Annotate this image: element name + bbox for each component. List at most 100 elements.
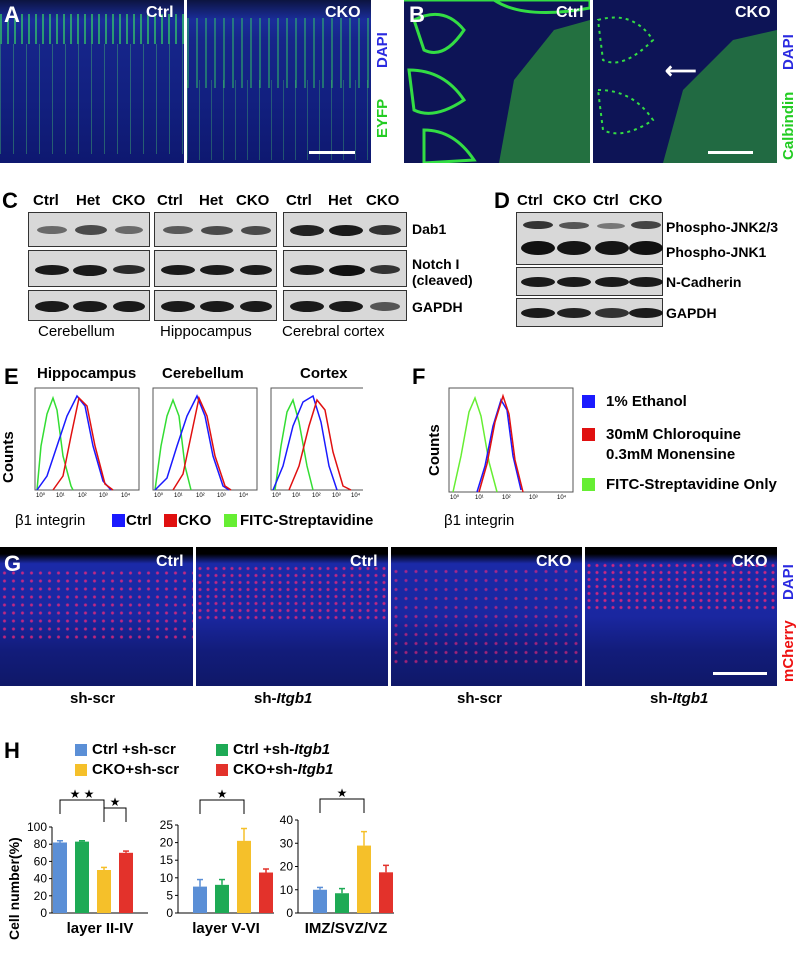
scale-bar xyxy=(309,151,355,154)
lane-label: CKO xyxy=(236,192,270,209)
bar xyxy=(237,840,251,913)
y-tick-label: 100 xyxy=(27,820,47,834)
legend-fitc: FITC-Streptavidine xyxy=(240,512,374,529)
lane-label: CKO xyxy=(553,192,587,209)
svg-text:10³: 10³ xyxy=(217,493,226,498)
legend-swatch-chloroquine xyxy=(582,428,595,441)
legend-swatch-ethanol xyxy=(582,395,595,408)
panel-b-cko-image: ⟵ xyxy=(593,0,777,163)
svg-text:10⁴: 10⁴ xyxy=(557,494,567,501)
row-label-gapdh-d: GAPDH xyxy=(666,305,717,321)
significance-bracket xyxy=(103,807,127,822)
legend-swatch-c xyxy=(75,764,87,776)
svg-text:10²: 10² xyxy=(502,495,511,501)
blot-gapdh-cortex xyxy=(283,290,407,321)
hist-title: Cerebellum xyxy=(162,365,244,382)
panel-h-letter: H xyxy=(4,738,20,763)
legend-fitc-only: FITC-Streptavidine Only xyxy=(606,476,777,493)
row-label-dab1: Dab1 xyxy=(412,221,447,237)
group-label-cortex: Cerebral cortex xyxy=(282,323,385,340)
row-label-ncadherin: N-Cadherin xyxy=(666,274,742,290)
significance-star: ★ xyxy=(217,787,228,801)
legend-c: CKO+sh-scr xyxy=(92,761,180,778)
panel-g-label-4: CKO xyxy=(732,553,768,570)
panel-g-image-3 xyxy=(391,547,582,686)
y-tick-label: 60 xyxy=(34,854,48,868)
svg-text:10⁰: 10⁰ xyxy=(272,492,282,498)
caption-sh-scr-2: sh-scr xyxy=(457,690,503,707)
y-tick-label: 10 xyxy=(280,883,294,897)
panel-c-letter: C xyxy=(2,188,18,213)
caption-sh-itgb1-2: sh-Itgb1 xyxy=(650,690,709,707)
y-tick-label: 20 xyxy=(34,889,48,903)
legend-cko: CKO xyxy=(178,512,212,529)
significance-bracket xyxy=(319,798,365,813)
significance-star: ★ ★ xyxy=(70,787,95,801)
blot-gapdh-d xyxy=(516,298,663,327)
blot-notch-cerebellum xyxy=(28,250,150,287)
lane-label: CKO xyxy=(112,192,146,209)
y-tick-label: 40 xyxy=(280,813,294,827)
panel-g-label-1: Ctrl xyxy=(156,553,184,570)
caption-sh-itgb1-1: sh-Itgb1 xyxy=(254,690,313,707)
lane-label: Ctrl xyxy=(286,192,312,209)
y-tick-label: 25 xyxy=(160,818,174,832)
bar xyxy=(215,884,229,913)
significance-bracket xyxy=(59,799,105,814)
panel-b-left-label: Ctrl xyxy=(556,4,584,21)
svg-text:10⁰: 10⁰ xyxy=(36,492,46,498)
svg-text:10³: 10³ xyxy=(529,495,538,501)
lane-label: Ctrl xyxy=(593,192,619,209)
svg-text:10⁴: 10⁴ xyxy=(239,492,249,498)
hist-cortex: 10⁰ 10¹ 10² 10³ 10⁴ xyxy=(270,387,363,498)
blot-dab1-cerebellum xyxy=(28,212,150,247)
group-label-cerebellum: Cerebellum xyxy=(38,323,115,340)
bar xyxy=(259,872,273,913)
panel-a-right-label: CKO xyxy=(325,4,361,21)
bar xyxy=(193,886,207,913)
row-label-gapdh: GAPDH xyxy=(412,299,463,315)
blot-dab1-cortex xyxy=(283,212,407,247)
svg-text:10³: 10³ xyxy=(332,493,341,498)
y-tick-label: 0 xyxy=(286,906,293,920)
bar xyxy=(357,845,371,913)
legend-swatch-a xyxy=(75,744,87,756)
y-tick-label: 30 xyxy=(280,836,294,850)
panel-g-image-2 xyxy=(196,547,388,686)
lane-label: Ctrl xyxy=(517,192,543,209)
bar xyxy=(119,852,133,913)
flow-histograms-e: 10⁰ 10¹ 10² 10³ 10⁴ 10⁰ 10¹ 10² 10³ 10⁴ 10⁰ 10¹ 10… xyxy=(34,387,363,498)
panel-a-letter: A xyxy=(4,2,20,27)
hist-title: Cortex xyxy=(300,365,348,382)
row-label-notch: Notch I xyxy=(412,256,460,272)
svg-text:10⁰: 10⁰ xyxy=(154,492,164,498)
svg-text:10⁴: 10⁴ xyxy=(121,492,131,498)
panel-a-ctrl-image xyxy=(0,0,184,163)
panel-g-image-4 xyxy=(585,547,777,686)
hist-hippocampus: 10⁰ 10¹ 10² 10³ 10⁴ xyxy=(34,387,140,498)
panel-g-label-3: CKO xyxy=(536,553,572,570)
hist-cerebellum: 10⁰ 10¹ 10² 10³ 10⁴ xyxy=(152,387,258,498)
blot-gapdh-hippocampus xyxy=(154,290,277,321)
legend-swatch-fitc xyxy=(224,514,237,527)
y-tick-label: 5 xyxy=(166,888,173,902)
group-label-hippocampus: Hippocampus xyxy=(160,323,252,340)
bar xyxy=(97,870,111,913)
panel-g-image-1 xyxy=(0,547,193,686)
bar xyxy=(379,872,393,913)
panel-f-letter: F xyxy=(412,364,426,389)
y-tick-label: 40 xyxy=(34,872,48,886)
hist-title: Hippocampus xyxy=(37,365,137,382)
y-tick-label: 80 xyxy=(34,837,48,851)
cerebellum-folia-cko xyxy=(596,16,777,163)
blot-gapdh-cerebellum xyxy=(28,290,150,321)
panel-b-letter: B xyxy=(409,2,425,27)
legend-monensine: 0.3mM Monensine xyxy=(606,446,736,463)
caption-sh-scr-1: sh-scr xyxy=(70,690,116,707)
bar xyxy=(335,893,349,913)
legend-ctrl: Ctrl xyxy=(126,512,152,529)
legend-chloroquine: 30mM Chloroquine xyxy=(606,426,742,443)
legend-b: Ctrl +sh-Itgb1 xyxy=(233,741,331,758)
